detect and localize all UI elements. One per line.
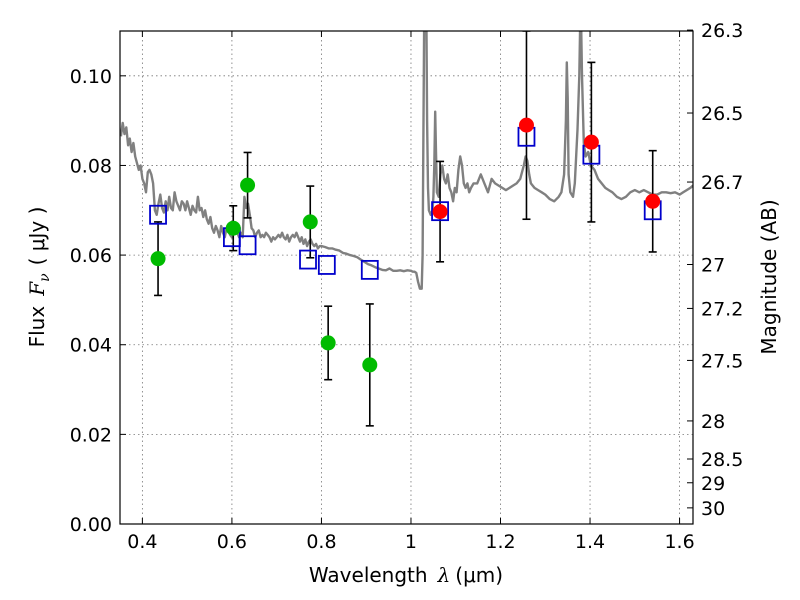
y-tick-label: 0.00 bbox=[70, 514, 112, 536]
y2-axis-label: Magnitude (AB) bbox=[757, 199, 781, 354]
y2-tick-label: 27.5 bbox=[701, 350, 743, 372]
green-data-point bbox=[362, 357, 378, 373]
green-data-point bbox=[150, 251, 166, 267]
red-data-point bbox=[583, 134, 599, 150]
plot-frame bbox=[119, 30, 694, 525]
x-tick-label: 1.2 bbox=[485, 531, 515, 553]
y2-tick-label: 26.5 bbox=[701, 103, 743, 125]
y-tick-label: 0.10 bbox=[70, 66, 112, 88]
y-tick-label: 0.06 bbox=[70, 245, 112, 267]
y2-tick-label: 29 bbox=[701, 473, 725, 495]
y-tick-label: 0.02 bbox=[70, 424, 112, 446]
x-tick-label: 1.4 bbox=[575, 531, 605, 553]
x-tick-label: 0.6 bbox=[217, 531, 247, 553]
y2-tick-label: 26.7 bbox=[701, 172, 743, 194]
y2-tick-label: 26.3 bbox=[701, 20, 743, 42]
y2-tick-label: 27 bbox=[701, 255, 725, 277]
model-photometry-square bbox=[317, 255, 336, 275]
x-tick-label: 1.6 bbox=[664, 531, 694, 553]
y-tick-label: 0.04 bbox=[70, 335, 112, 357]
red-data-point bbox=[432, 204, 448, 220]
model-photometry-square bbox=[431, 201, 449, 222]
green-data-point bbox=[302, 214, 318, 230]
model-photometry-square bbox=[238, 235, 257, 256]
green-data-point bbox=[320, 335, 336, 351]
x-tick-label: 1 bbox=[405, 531, 417, 553]
red-data-point bbox=[645, 193, 661, 209]
y2-tick-label: 30 bbox=[701, 498, 725, 520]
y2-tick-label: 28 bbox=[701, 411, 725, 433]
model-photometry-square bbox=[149, 204, 167, 225]
red-data-point bbox=[518, 117, 534, 133]
grid-lines bbox=[120, 31, 693, 525]
x-tick-label: 0.4 bbox=[127, 531, 157, 553]
axis-ticks: 0.4 0.6 0.8 1 1.2 1.4 1.6 0.00 0.02 0.04 0.06 0.08 0… bbox=[70, 20, 744, 553]
model-spectrum-line bbox=[120, 31, 693, 290]
y2-tick-label: 27.2 bbox=[701, 298, 743, 320]
model-photometry-square bbox=[360, 259, 379, 280]
green-data-point bbox=[240, 177, 256, 193]
y-tick-label: 0.08 bbox=[70, 155, 112, 177]
model-photometry-square bbox=[299, 249, 317, 270]
x-tick-label: 0.8 bbox=[306, 531, 336, 553]
y2-tick-label: 28.5 bbox=[701, 449, 743, 471]
green-data-point bbox=[225, 220, 241, 236]
y-axis-label: FluxFν( μJy ) bbox=[25, 207, 53, 348]
plot-area bbox=[120, 31, 693, 427]
x-axis-label: Wavelength λ (μm) bbox=[309, 563, 503, 587]
